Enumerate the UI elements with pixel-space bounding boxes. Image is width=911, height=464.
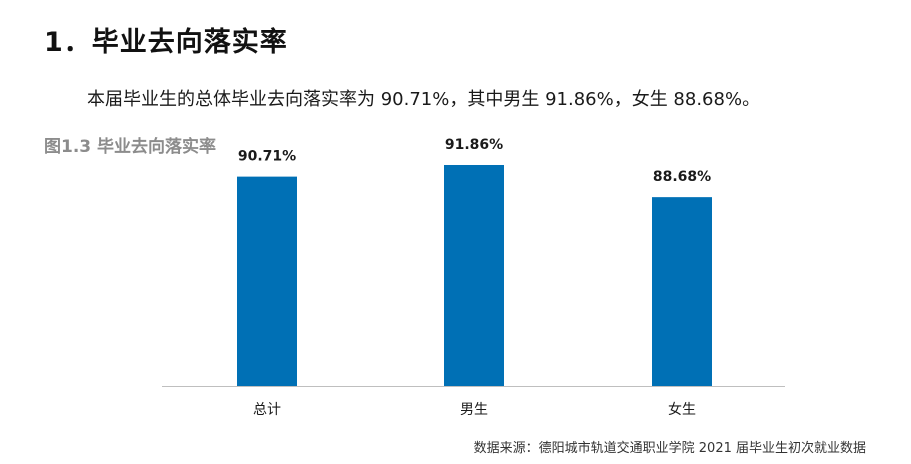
data-label-female: 88.68% <box>653 169 711 185</box>
data-label-total: 90.71% <box>238 149 296 165</box>
category-label-male: 男生 <box>460 402 488 418</box>
summary-paragraph: 本届毕业生的总体毕业去向落实率为 90.71%，其中男生 91.86%，女生 8… <box>87 89 761 110</box>
bar-female <box>652 197 712 386</box>
section-heading: 1．毕业去向落实率 <box>44 27 288 58</box>
figure-caption: 图1.3 毕业去向落实率 <box>44 137 217 157</box>
data-label-male: 91.86% <box>445 137 503 153</box>
bar-male <box>444 164 504 386</box>
bar-total <box>237 176 297 386</box>
bars-layer: 90.71% 总计 91.86% 男生 88.68% 女生 <box>237 137 712 418</box>
category-label-female: 女生 <box>668 401 696 418</box>
source-note: 数据来源：德阳城市轨道交通职业学院 2021 届毕业生初次就业数据 <box>473 441 866 456</box>
category-label-total: 总计 <box>253 402 281 418</box>
